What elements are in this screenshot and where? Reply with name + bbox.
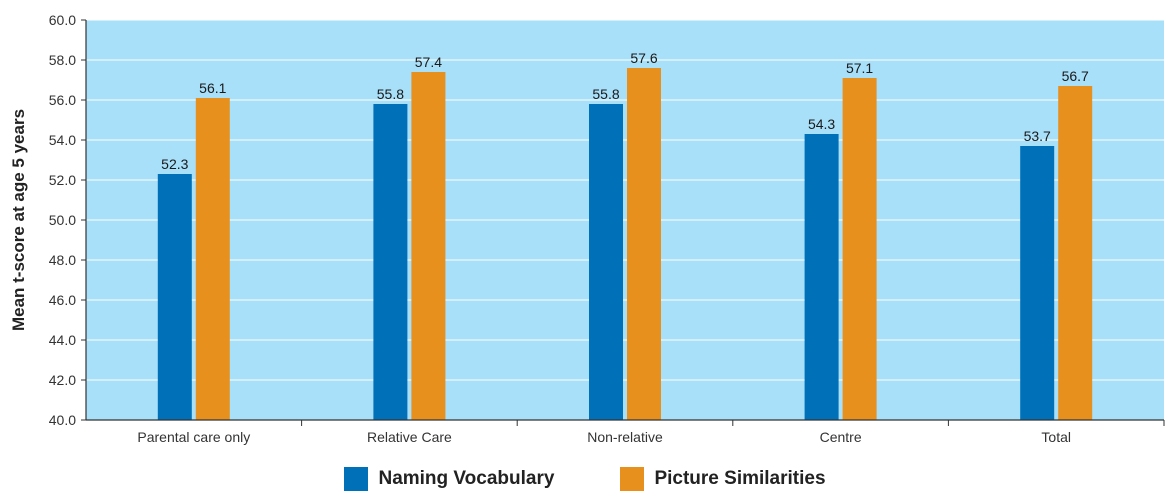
bar — [1058, 86, 1093, 420]
legend-item-picture-similarities: Picture Similarities — [620, 467, 826, 491]
legend-item-naming-vocabulary: Naming Vocabulary — [344, 467, 554, 491]
y-axis-title: Mean t-score at age 5 years — [9, 109, 28, 331]
x-tick-label: Non-relative — [587, 429, 663, 445]
y-tick-label: 42.0 — [49, 372, 76, 388]
data-label: 57.6 — [630, 50, 657, 66]
bar — [411, 72, 446, 420]
y-tick-label: 48.0 — [49, 252, 76, 268]
bars: 52.3 56.1 55.8 57.4 55.8 57.6 54.3 57.1 53.7 56.7 — [157, 50, 1093, 420]
y-tick-label: 50.0 — [49, 212, 76, 228]
y-tick-label: 40.0 — [49, 412, 76, 428]
data-label: 57.1 — [846, 60, 873, 76]
x-tick-label: Relative Care — [367, 429, 452, 445]
y-tick-label: 58.0 — [49, 52, 76, 68]
data-label: 56.7 — [1062, 68, 1089, 84]
y-tick-label: 52.0 — [49, 172, 76, 188]
bar — [1020, 146, 1055, 420]
bar — [373, 104, 408, 420]
data-label: 55.8 — [377, 86, 404, 102]
data-label: 52.3 — [161, 156, 188, 172]
x-tick-label: Parental care only — [137, 429, 250, 445]
y-tick-label: 54.0 — [49, 132, 76, 148]
y-tick-label: 46.0 — [49, 292, 76, 308]
bar — [157, 174, 192, 420]
data-label: 57.4 — [415, 54, 442, 70]
y-tick-label: 44.0 — [49, 332, 76, 348]
bar — [195, 98, 230, 420]
data-label: 55.8 — [592, 86, 619, 102]
gridlines — [86, 19, 1164, 381]
bar — [627, 68, 661, 420]
bar — [589, 104, 623, 420]
y-tick-label: 56.0 — [49, 92, 76, 108]
x-tick-label: Centre — [820, 429, 862, 445]
legend-label-naming-vocabulary: Naming Vocabulary — [378, 468, 555, 489]
y-ticks: 40.0 42.0 44.0 46.0 48.0 50.0 52.0 54.0 56.0 58.0… — [49, 12, 86, 428]
x-tick-label: Total — [1041, 429, 1071, 445]
y-tick-label: 60.0 — [49, 12, 76, 28]
data-label: 56.1 — [199, 80, 226, 96]
bar — [842, 78, 877, 420]
bar — [804, 134, 839, 420]
legend: Naming Vocabulary Picture Similarities — [0, 466, 1170, 492]
x-ticks: Parental care only Relative Care Non-relat… — [137, 420, 1165, 445]
legend-swatch-picture-similarities — [620, 467, 645, 491]
data-label: 54.3 — [808, 116, 835, 132]
bar-chart: 52.3 56.1 55.8 57.4 55.8 57.6 54.3 57.1 53.7 56.7… — [9, 12, 1165, 445]
legend-label-picture-similarities: Picture Similarities — [654, 468, 826, 489]
legend-swatch-naming-vocabulary — [344, 467, 369, 491]
data-label: 53.7 — [1024, 128, 1051, 144]
